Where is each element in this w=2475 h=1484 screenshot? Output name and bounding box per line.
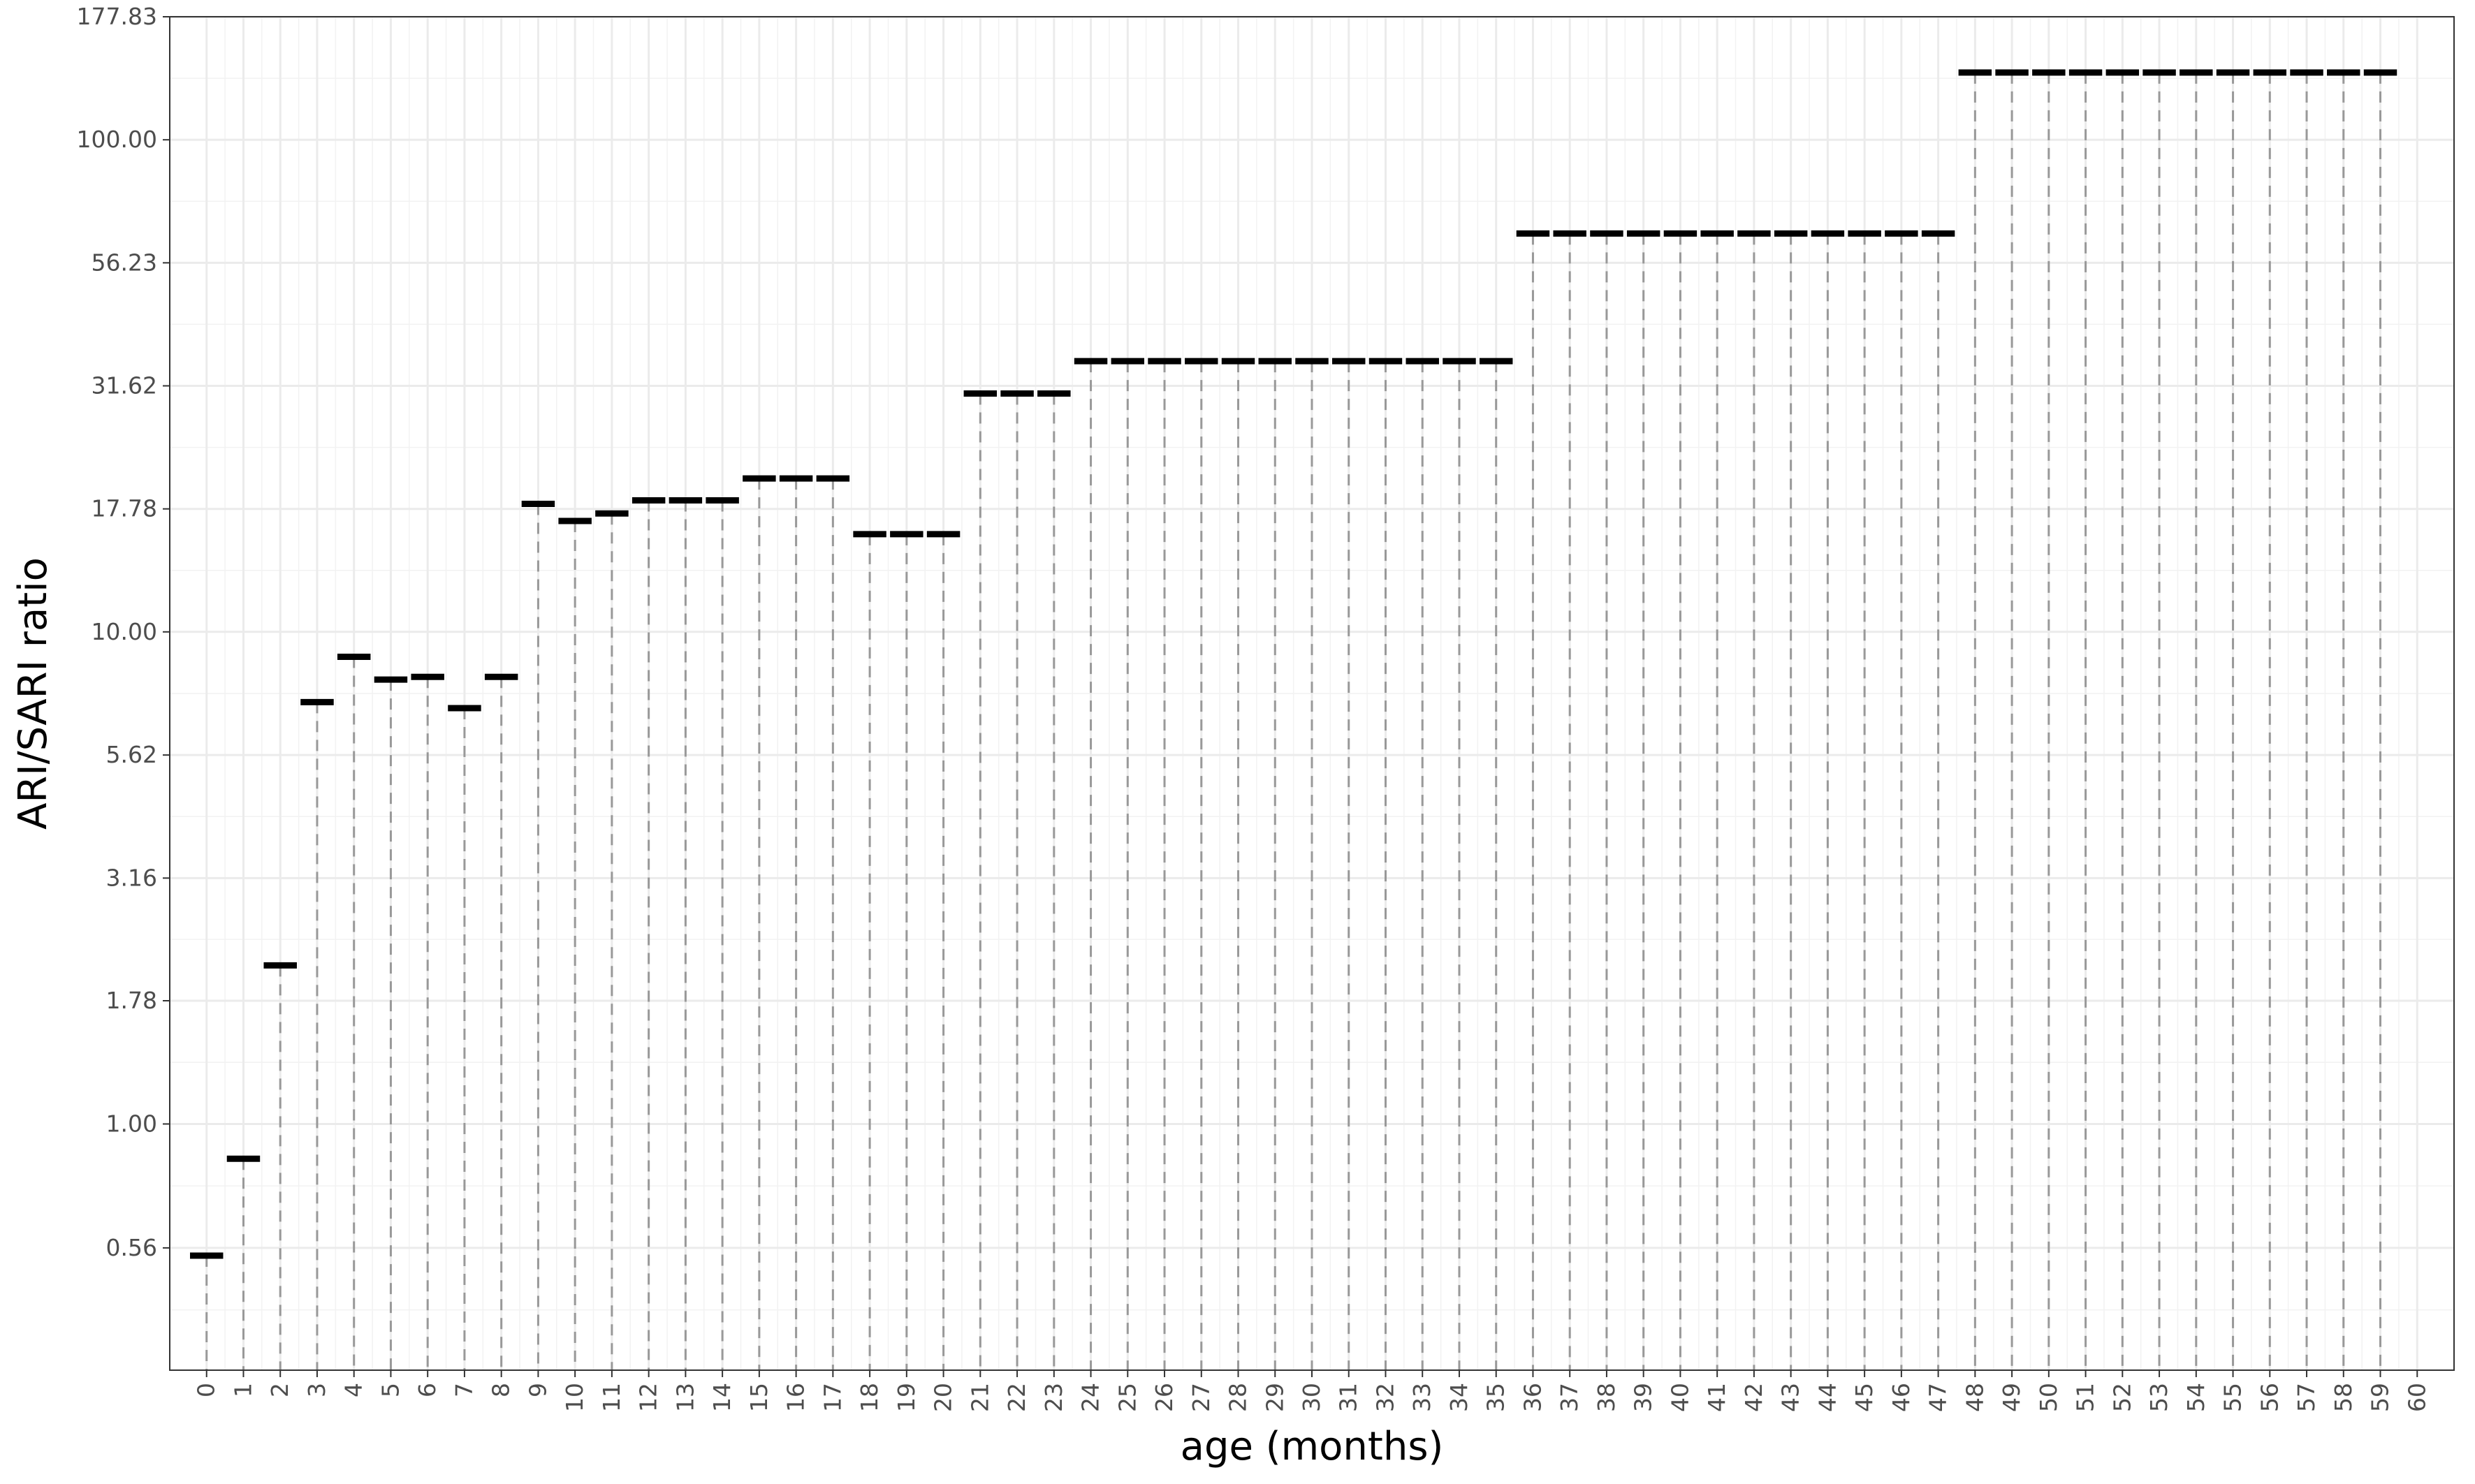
- x-tick-label: 52: [2108, 1383, 2135, 1412]
- y-tick-label: 56.23: [92, 249, 157, 276]
- x-tick-label: 26: [1151, 1383, 1178, 1412]
- x-tick-label: 7: [451, 1383, 478, 1397]
- x-tick-label: 39: [1630, 1383, 1657, 1412]
- y-tick-label: 0.56: [106, 1234, 157, 1261]
- x-tick-label: 13: [671, 1383, 699, 1412]
- x-tick-label: 35: [1482, 1383, 1510, 1412]
- x-tick-label: 25: [1114, 1383, 1141, 1412]
- x-tick-label: 1: [229, 1383, 256, 1397]
- y-tick-label: 1.78: [106, 987, 157, 1014]
- x-tick-label: 20: [930, 1383, 957, 1412]
- x-tick-label: 32: [1371, 1383, 1399, 1412]
- y-tick-label: 17.78: [92, 495, 157, 522]
- x-tick-label: 15: [745, 1383, 773, 1412]
- y-tick-label: 100.00: [77, 126, 157, 153]
- x-tick-label: 34: [1445, 1383, 1473, 1412]
- x-tick-label: 27: [1188, 1383, 1215, 1412]
- x-tick-label: 58: [2330, 1383, 2357, 1412]
- x-tick-label: 8: [488, 1383, 515, 1397]
- y-tick-label: 10.00: [92, 618, 157, 645]
- x-tick-label: 24: [1077, 1383, 1104, 1412]
- x-tick-label: 28: [1225, 1383, 1252, 1412]
- x-tick-label: 59: [2367, 1383, 2394, 1412]
- x-tick-label: 21: [966, 1383, 993, 1412]
- y-tick-label: 31.62: [92, 372, 157, 399]
- data-marks: [190, 69, 2397, 1259]
- x-tick-label: 14: [708, 1383, 736, 1412]
- x-tick-label: 50: [2035, 1383, 2062, 1412]
- x-tick-label: 19: [893, 1383, 920, 1412]
- x-tick-label: 11: [598, 1383, 625, 1412]
- x-tick-label: 31: [1335, 1383, 1362, 1412]
- x-tick-label: 40: [1666, 1383, 1693, 1412]
- x-axis-title: age (months): [1181, 1424, 1444, 1469]
- x-tick-label: 12: [635, 1383, 662, 1412]
- x-tick-label: 29: [1261, 1383, 1288, 1412]
- x-tick-label: 22: [1003, 1383, 1030, 1412]
- x-tick-label: 57: [2293, 1383, 2320, 1412]
- x-tick-label: 3: [303, 1383, 330, 1397]
- x-tick-label: 42: [1740, 1383, 1767, 1412]
- x-tick-label: 4: [340, 1383, 367, 1397]
- x-tick-label: 6: [414, 1383, 441, 1397]
- x-tick-label: 44: [1813, 1383, 1841, 1412]
- x-tick-label: 10: [561, 1383, 588, 1412]
- x-tick-label: 33: [1408, 1383, 1436, 1412]
- grid: [170, 15, 2454, 1370]
- x-tick-label: 9: [524, 1383, 551, 1397]
- x-tick-label: 18: [856, 1383, 883, 1412]
- x-tick-label: 17: [819, 1383, 846, 1412]
- drop-lines: [205, 72, 2382, 1370]
- x-tick-label: 36: [1519, 1383, 1546, 1412]
- x-tick-label: 23: [1040, 1383, 1067, 1412]
- x-tick-label: 55: [2219, 1383, 2247, 1412]
- x-tick-label: 48: [1961, 1383, 1988, 1412]
- x-tick-label: 47: [1925, 1383, 1952, 1412]
- x-tick-label: 56: [2256, 1383, 2283, 1412]
- x-tick-label: 43: [1777, 1383, 1804, 1412]
- y-tick-label: 3.16: [106, 864, 157, 891]
- x-tick-label: 2: [266, 1383, 293, 1397]
- x-tick-label: 53: [2145, 1383, 2173, 1412]
- x-tick-label: 45: [1850, 1383, 1878, 1412]
- x-tick-label: 16: [782, 1383, 810, 1412]
- y-axis: 0.56 1.00 1.78 3.16 5.62 10.00 17.78 31.62 56.23…: [77, 3, 170, 1261]
- y-tick-label: 177.83: [77, 3, 157, 30]
- x-tick-label: 54: [2182, 1383, 2210, 1412]
- y-tick-label: 1.00: [106, 1110, 157, 1137]
- x-tick-label: 0: [193, 1383, 220, 1397]
- x-tick-label: 37: [1556, 1383, 1583, 1412]
- x-tick-label: 60: [2403, 1383, 2430, 1412]
- x-tick-label: 5: [377, 1383, 404, 1397]
- x-axis: 0 1 2 3 4 5 6 7 8 9 10 11 12 13 14 15 16 17 18 19 20 21 22 23 24…: [193, 1370, 2430, 1412]
- y-tick-label: 5.62: [106, 741, 157, 768]
- x-tick-label: 41: [1703, 1383, 1730, 1412]
- x-tick-label: 46: [1888, 1383, 1915, 1412]
- x-tick-label: 38: [1593, 1383, 1620, 1412]
- x-tick-label: 49: [1998, 1383, 2025, 1412]
- x-tick-label: 51: [2072, 1383, 2099, 1412]
- y-axis-title: ARI/SARI ratio: [10, 557, 56, 830]
- x-tick-label: 30: [1298, 1383, 1325, 1412]
